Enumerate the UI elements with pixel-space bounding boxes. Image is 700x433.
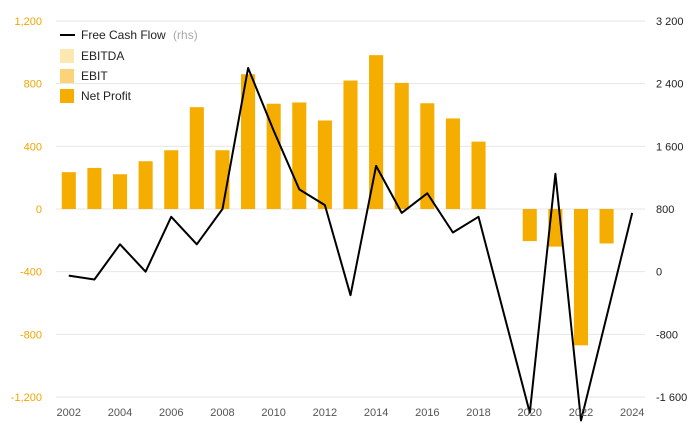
legend-item-ebit[interactable]: EBIT	[60, 69, 108, 83]
bar-net-profit-2021	[548, 209, 563, 247]
bar-net-profit-2016	[420, 103, 435, 209]
x-tick-label: 2018	[466, 407, 490, 419]
bar-net-profit-2020	[522, 209, 537, 242]
legend: Free Cash Flow (rhs) EBITDA EBIT Net Pro…	[60, 28, 198, 103]
left-tick-label: 800	[24, 79, 42, 91]
right-axis-ticks: -1 600 -800 0 800 1 600 2 400 3 200	[656, 16, 687, 404]
x-axis-ticks: 2002 2004 2006 2008 2010 2012 2014 2016 2018 2020…	[57, 407, 645, 419]
legend-label-ebit: EBIT	[81, 69, 108, 83]
x-tick-label: 2006	[159, 407, 183, 419]
legend-swatch-ebit	[60, 69, 74, 83]
left-tick-label: 0	[36, 204, 42, 216]
bar-net-profit-2017	[445, 118, 460, 209]
bar-net-profit-2013	[343, 80, 358, 210]
right-tick-label: 800	[656, 204, 674, 216]
legend-label-free-cash-flow: Free Cash Flow	[81, 28, 166, 42]
x-tick-label: 2016	[415, 407, 439, 419]
bar-net-profit-2006	[164, 150, 179, 209]
left-tick-label: -400	[20, 267, 42, 279]
right-tick-label: 0	[656, 267, 662, 279]
bar-net-profit-2010	[266, 103, 281, 209]
x-tick-label: 2004	[108, 407, 132, 419]
legend-label-rhs: (rhs)	[173, 28, 198, 42]
left-tick-label: 400	[24, 141, 42, 153]
x-tick-label: 2022	[569, 407, 593, 419]
x-tick-label: 2008	[210, 407, 234, 419]
right-tick-label: 1 600	[656, 141, 684, 153]
left-tick-label: 1,200	[14, 16, 42, 28]
x-tick-label: 2002	[57, 407, 81, 419]
left-axis-ticks: -1,200 -800 -400 0 400 800 1,200	[11, 16, 42, 404]
legend-item-free-cash-flow[interactable]: Free Cash Flow (rhs)	[60, 28, 198, 42]
left-tick-label: -800	[20, 329, 42, 341]
legend-item-ebitda[interactable]: EBITDA	[60, 49, 124, 63]
x-tick-label: 2020	[518, 407, 542, 419]
bar-net-profit-2003	[87, 167, 102, 209]
bar-net-profit-2005	[138, 161, 153, 209]
svg-text:Free Cash Flow (rhs): Free Cash Flow (rhs)	[81, 28, 198, 42]
free-cash-flow-line	[68, 67, 634, 422]
right-tick-label: -1 600	[656, 392, 687, 404]
left-tick-label: -1,200	[11, 392, 42, 404]
legend-swatch-ebitda	[60, 49, 74, 63]
bar-net-profit-2007	[189, 107, 204, 209]
free-cash-flow-line-layer	[68, 67, 634, 422]
bar-net-profit-2004	[112, 174, 128, 209]
x-tick-label: 2014	[364, 407, 388, 419]
legend-item-net-profit[interactable]: Net Profit	[60, 89, 132, 103]
net-profit-bars	[61, 55, 614, 346]
legend-swatch-net-profit	[60, 89, 74, 103]
x-tick-label: 2012	[313, 407, 337, 419]
bar-net-profit-2018	[471, 141, 486, 209]
bar-net-profit-2012	[317, 120, 332, 209]
bar-net-profit-2022	[573, 209, 589, 346]
legend-label-ebitda: EBITDA	[81, 49, 124, 63]
bar-net-profit-2009	[241, 74, 256, 210]
bar-net-profit-2015	[394, 82, 409, 209]
bar-net-profit-2002	[61, 172, 76, 209]
bar-net-profit-2023	[599, 209, 614, 244]
right-tick-label: 3 200	[656, 16, 684, 28]
x-tick-label: 2010	[261, 407, 285, 419]
x-tick-label: 2024	[620, 407, 644, 419]
right-tick-label: -800	[656, 329, 678, 341]
right-tick-label: 2 400	[656, 79, 684, 91]
legend-label-net-profit: Net Profit	[81, 89, 132, 103]
